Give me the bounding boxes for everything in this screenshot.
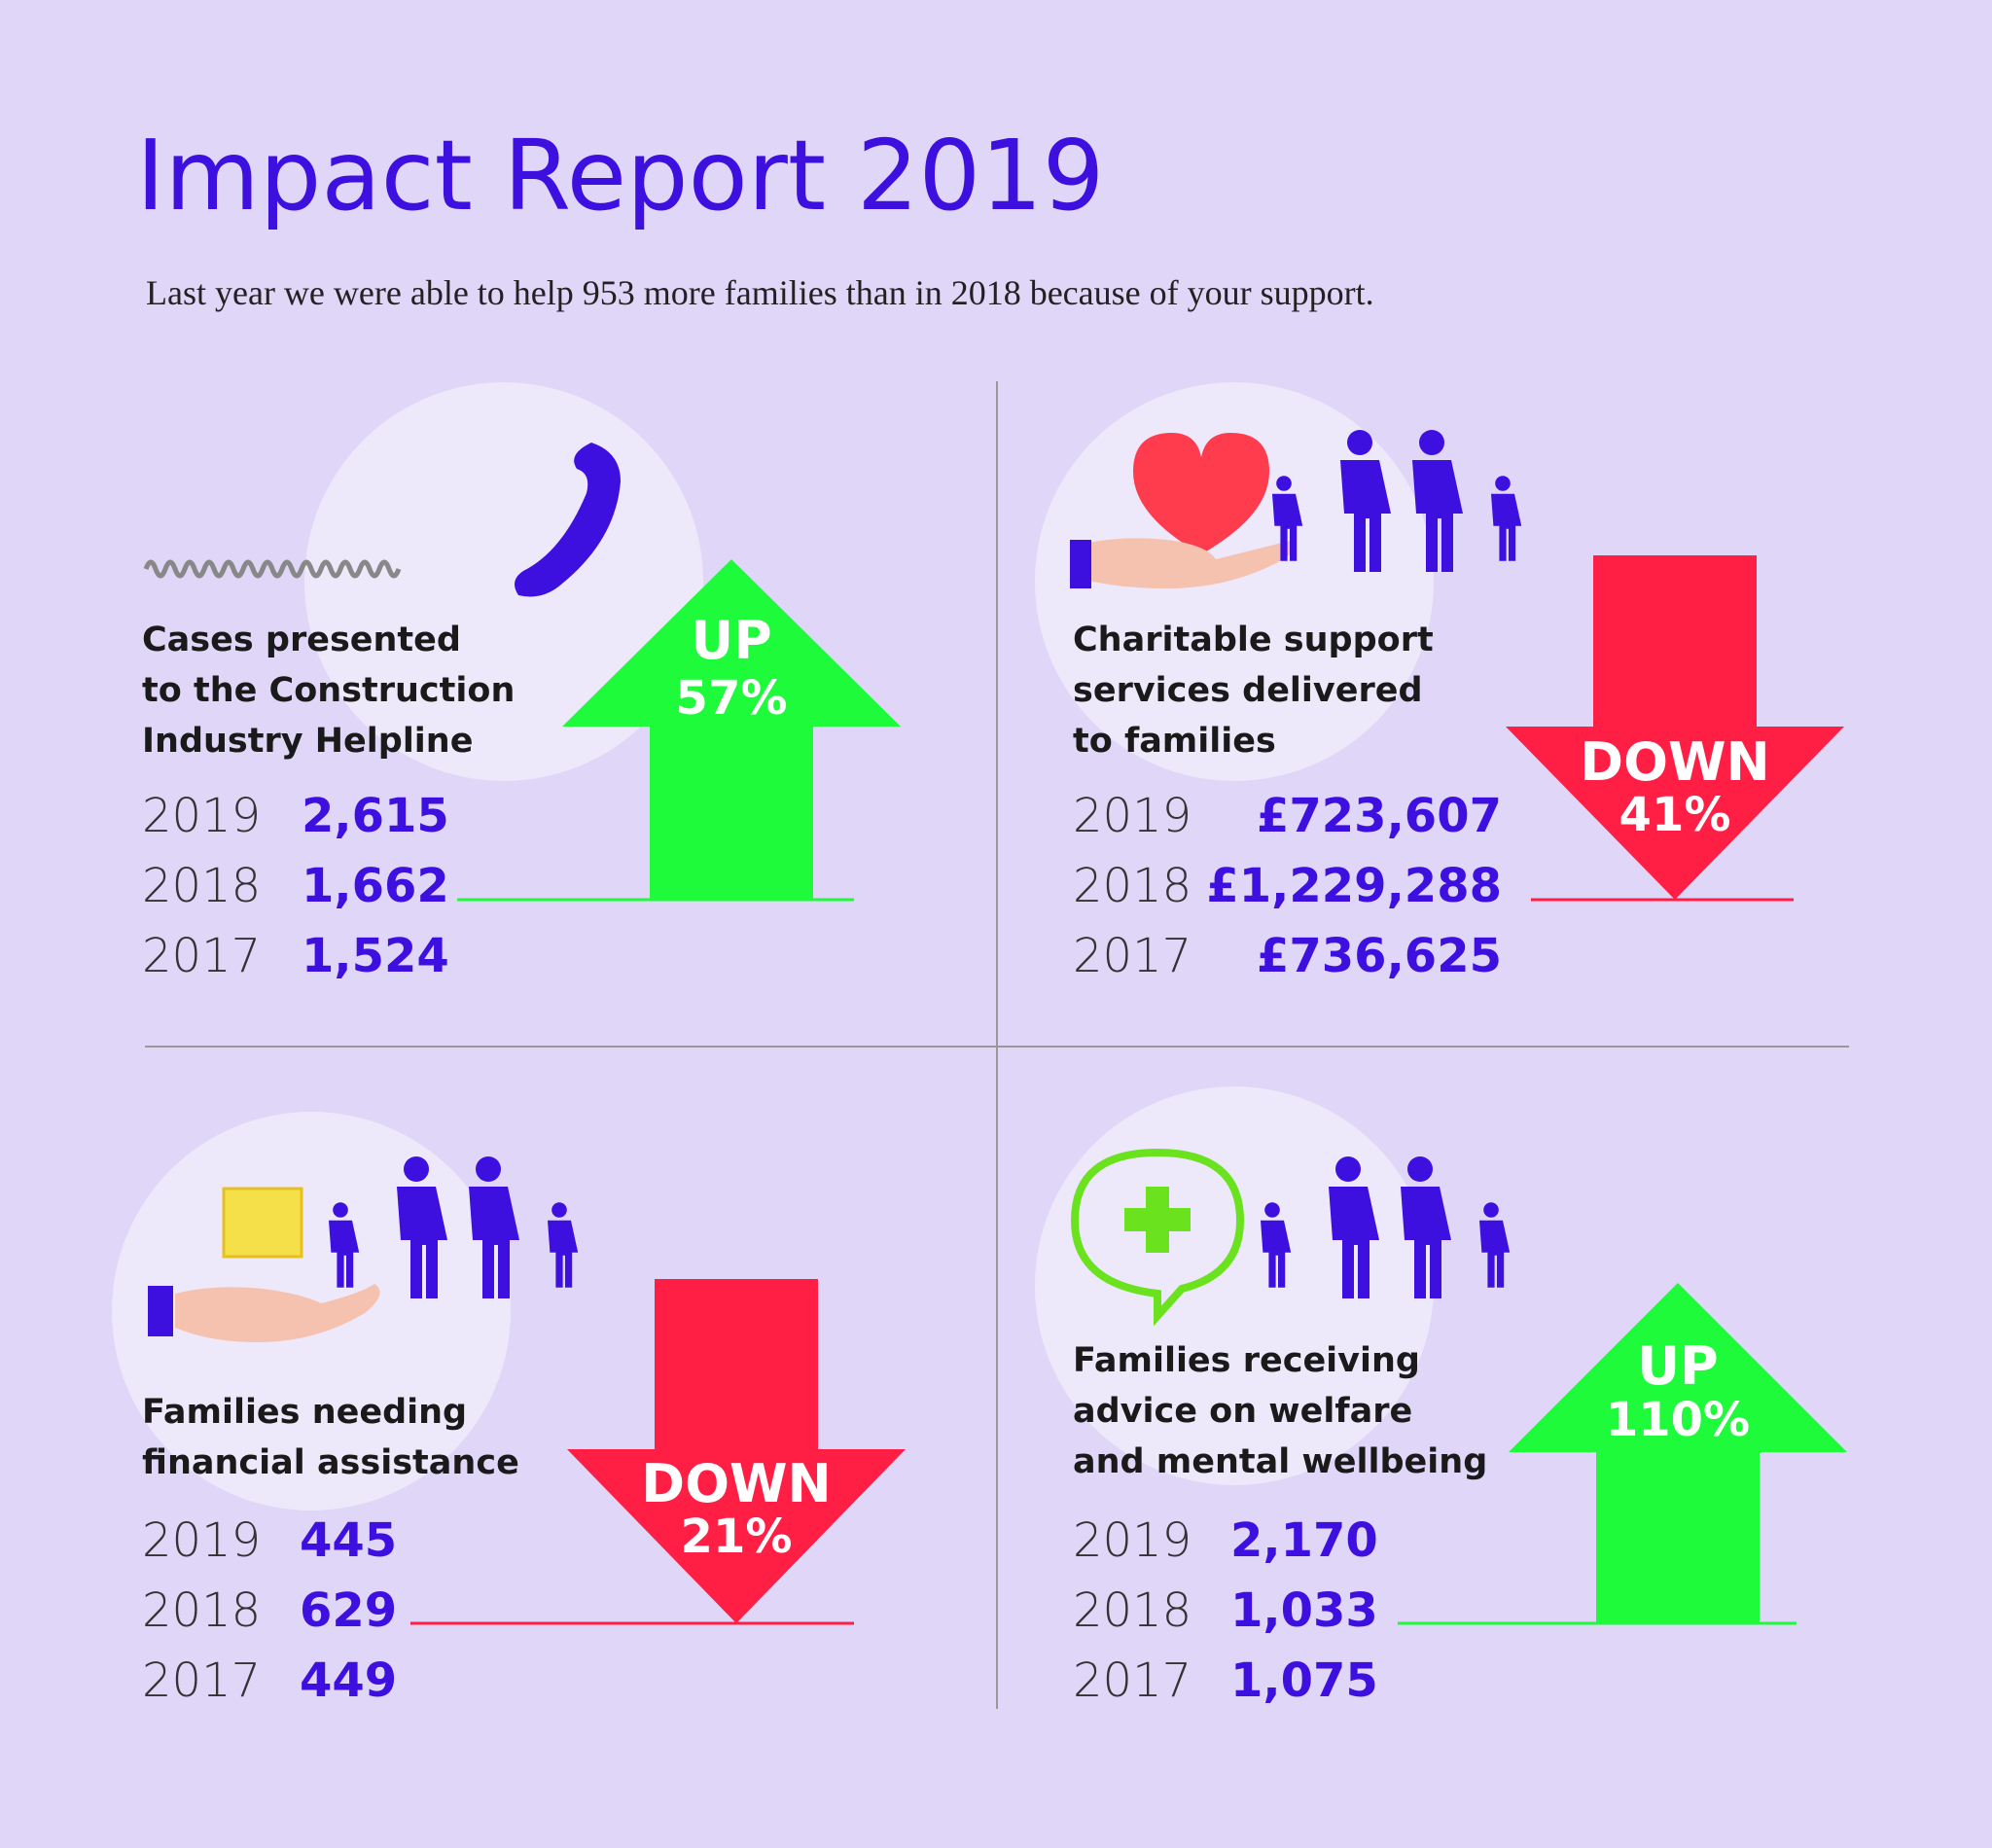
person-icon (548, 1220, 579, 1288)
down-arrow (567, 1279, 906, 1623)
subtitle: Last year we were able to help 953 more … (146, 273, 1374, 312)
heading: advice on welfare (1073, 1392, 1412, 1431)
year: 2018 (1073, 1583, 1192, 1638)
value: 2,170 (1230, 1513, 1378, 1568)
heading: Families needing (142, 1393, 467, 1432)
year: 2018 (142, 859, 261, 913)
up-arrow (1509, 1283, 1847, 1623)
heading: financial assistance (142, 1443, 519, 1482)
person-icon (1329, 1187, 1379, 1298)
year: 2017 (142, 1653, 261, 1708)
plus-icon (1124, 1187, 1191, 1253)
person-icon (1401, 1187, 1451, 1298)
year: 2018 (1073, 859, 1192, 913)
badge-direction: UP (1637, 1335, 1718, 1397)
person-icon (1276, 476, 1292, 491)
value: 1,075 (1230, 1653, 1378, 1708)
value: £723,607 (1257, 789, 1502, 843)
person-icon (1340, 460, 1391, 572)
badge-direction: DOWN (1580, 731, 1770, 793)
badge-change: 110% (1606, 1393, 1750, 1447)
down-arrow (1506, 555, 1844, 900)
heading: to families (1073, 722, 1276, 761)
hand-icon (1080, 538, 1297, 588)
year: 2017 (1073, 929, 1192, 983)
person-icon (1479, 1220, 1511, 1288)
heading: Industry Helpline (142, 722, 473, 761)
value: 1,524 (302, 929, 449, 983)
person-icon (1407, 1156, 1433, 1182)
hand-icon (175, 1284, 380, 1342)
badge-change: 41% (1619, 788, 1731, 842)
year: 2017 (142, 929, 261, 983)
phone-cord (143, 559, 402, 579)
person-icon (1491, 493, 1522, 561)
title: Impact Report 2019 (136, 119, 1104, 232)
person-icon (1495, 476, 1511, 491)
phone-icon (515, 443, 621, 597)
person-icon (476, 1156, 501, 1182)
person-icon (329, 1220, 360, 1288)
person-icon (1419, 430, 1444, 455)
badge-change: 21% (681, 1510, 793, 1564)
person-icon (1347, 430, 1372, 455)
value: £736,625 (1257, 929, 1502, 983)
person-icon (1412, 460, 1463, 572)
badge-direction: DOWN (641, 1453, 832, 1514)
person-icon (551, 1202, 567, 1218)
value: 449 (300, 1653, 397, 1708)
heading: and mental wellbeing (1073, 1442, 1487, 1481)
year: 2019 (142, 1513, 261, 1568)
person-icon (1483, 1202, 1499, 1218)
badge-direction: UP (691, 610, 771, 671)
coin-icon (222, 1187, 303, 1259)
up-arrow (562, 559, 901, 900)
heading: to the Construction (142, 671, 515, 710)
year: 2018 (142, 1583, 261, 1638)
person-icon (1261, 1220, 1292, 1288)
year: 2017 (1073, 1653, 1192, 1708)
heading: Cases presented (142, 621, 461, 659)
person-icon (404, 1156, 429, 1182)
heading: services delivered (1073, 671, 1423, 710)
heading: Charitable support (1073, 621, 1434, 659)
value: 445 (300, 1513, 397, 1568)
heading: Families receiving (1073, 1341, 1420, 1380)
year: 2019 (1073, 789, 1192, 843)
value: 629 (300, 1583, 397, 1638)
person-icon (397, 1187, 447, 1298)
person-icon (333, 1202, 348, 1218)
year: 2019 (142, 789, 261, 843)
value: 1,662 (302, 859, 449, 913)
badge-change: 57% (676, 671, 788, 726)
value: £1,229,288 (1206, 859, 1502, 913)
heart-icon (1133, 433, 1269, 554)
person-icon (1335, 1156, 1361, 1182)
icon-circle (1035, 1086, 1434, 1485)
value: 1,033 (1230, 1583, 1378, 1638)
person-icon (1272, 493, 1303, 561)
cuff-icon (1070, 540, 1091, 588)
cuff-icon (148, 1286, 173, 1336)
value: 2,615 (302, 789, 449, 843)
year: 2019 (1073, 1513, 1192, 1568)
speech-bubble (1070, 1148, 1245, 1327)
person-icon (469, 1187, 519, 1298)
person-icon (1264, 1202, 1280, 1218)
